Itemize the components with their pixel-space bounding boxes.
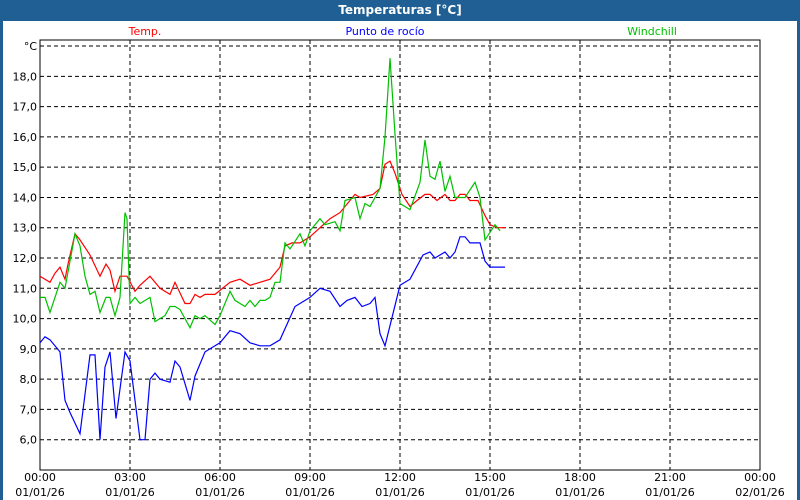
y-tick-label: 8,0	[20, 373, 38, 386]
x-tick-time: 00:00	[744, 471, 776, 484]
x-tick-date: 01/01/26	[195, 486, 244, 499]
x-tick-time: 00:00	[24, 471, 56, 484]
x-tick-date: 02/01/26	[735, 486, 784, 499]
x-tick-date: 01/01/26	[375, 486, 424, 499]
y-axis-unit: °C	[24, 40, 38, 53]
x-tick-time: 09:00	[294, 471, 326, 484]
y-tick-label: 6,0	[20, 434, 38, 447]
y-tick-label: 12,0	[13, 252, 38, 265]
y-tick-label: 14,0	[13, 191, 38, 204]
y-tick-label: 17,0	[13, 101, 38, 114]
x-tick-date: 01/01/26	[105, 486, 154, 499]
y-tick-label: 15,0	[13, 161, 38, 174]
x-tick-date: 01/01/26	[465, 486, 514, 499]
legend-temp-: Temp.	[128, 25, 162, 38]
legend-punto-de-roc-o: Punto de rocío	[345, 25, 424, 38]
y-tick-label: 10,0	[13, 313, 38, 326]
x-tick-time: 21:00	[654, 471, 686, 484]
x-tick-time: 03:00	[114, 471, 146, 484]
series-line-windchill	[40, 58, 501, 330]
plot-frame	[39, 39, 761, 471]
window-title: Temperaturas [°C]	[0, 0, 800, 20]
y-tick-label: 18,0	[13, 70, 38, 83]
y-tick-label: 16,0	[13, 131, 38, 144]
y-tick-label: 13,0	[13, 222, 38, 235]
x-tick-date: 01/01/26	[285, 486, 334, 499]
x-tick-date: 01/01/26	[645, 486, 694, 499]
y-tick-label: 7,0	[20, 403, 38, 416]
series-line-punto-de-roc-o	[39, 236, 505, 441]
x-tick-time: 15:00	[474, 471, 506, 484]
y-tick-label: 9,0	[20, 343, 38, 356]
series-line-temp-	[39, 160, 505, 305]
legend-windchill: Windchill	[627, 25, 677, 38]
x-tick-time: 12:00	[384, 471, 416, 484]
x-tick-date: 01/01/26	[555, 486, 604, 499]
x-tick-date: 01/01/26	[15, 486, 64, 499]
x-tick-time: 18:00	[564, 471, 596, 484]
y-tick-label: 11,0	[13, 282, 38, 295]
x-tick-time: 06:00	[204, 471, 236, 484]
